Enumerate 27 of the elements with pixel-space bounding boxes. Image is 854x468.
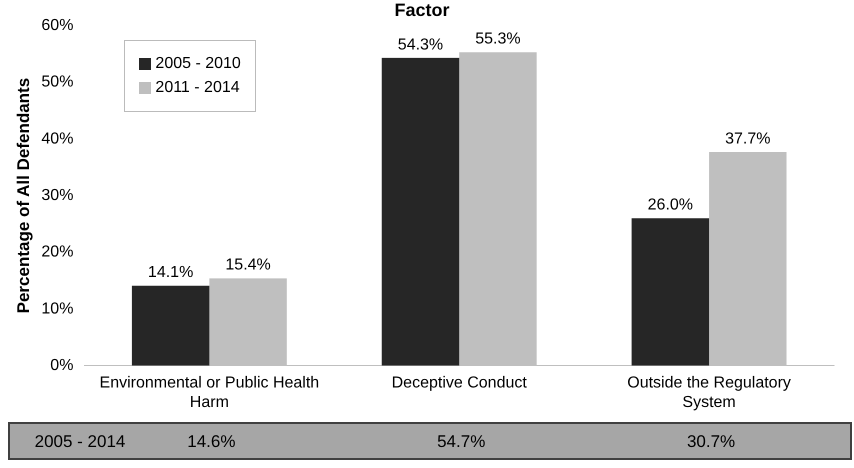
y-tick-label: 50% — [41, 74, 74, 91]
bar — [382, 58, 460, 366]
legend-label: 2005 - 2010 — [155, 54, 241, 73]
y-tick-label: 40% — [41, 130, 74, 148]
x-tick-label: Environmental or Public Health Harm — [100, 374, 320, 411]
data-label: 15.4% — [225, 256, 271, 274]
data-label: 14.1% — [148, 264, 194, 282]
chart-title: Factor — [394, 0, 450, 20]
x-tick-label: Deceptive Conduct — [392, 374, 528, 392]
legend-label: 2011 - 2014 — [155, 78, 240, 97]
data-label: 54.3% — [398, 36, 444, 54]
text: 54.7% — [437, 432, 486, 452]
bar — [132, 286, 210, 366]
y-tick-label: 0% — [50, 357, 74, 374]
y-tick-label: 30% — [41, 187, 74, 204]
y-tick-label: 10% — [41, 300, 74, 318]
y-tick-label: 60% — [41, 17, 74, 34]
text: 30.7% — [686, 432, 736, 452]
data-label: 37.7% — [725, 130, 770, 148]
x-tick-label: Outside the Regulatory System — [627, 374, 791, 411]
data-label: 55.3% — [475, 30, 521, 48]
text: 2005 - 2014 — [34, 432, 126, 452]
bar — [632, 218, 710, 366]
y-axis-title: Percentage of All Defendants — [14, 78, 33, 314]
y-tick-label: 20% — [41, 244, 74, 261]
text: 14.6% — [187, 432, 236, 452]
data-label: 26.0% — [648, 196, 694, 214]
